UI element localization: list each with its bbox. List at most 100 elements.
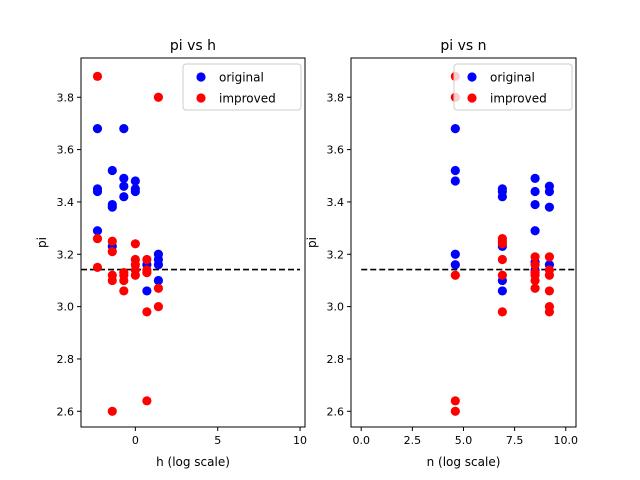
left-y-tick-label: 3.8 bbox=[57, 91, 75, 104]
right-legend: original improved bbox=[453, 63, 573, 111]
data-point-original bbox=[92, 184, 103, 194]
data-point-original bbox=[107, 199, 117, 210]
left-y-tick-label: 3.4 bbox=[57, 196, 75, 209]
right-y-tick-label: 3.8 bbox=[327, 91, 345, 104]
data-point-improved bbox=[530, 252, 540, 262]
data-point-improved bbox=[450, 270, 460, 280]
data-point-improved bbox=[107, 275, 117, 286]
data-point-original bbox=[119, 192, 129, 202]
right-legend-label-original: original bbox=[490, 71, 535, 85]
left-y-tick-label: 2.6 bbox=[57, 405, 75, 418]
data-point-improved bbox=[497, 307, 507, 317]
left-legend: original improved bbox=[182, 63, 302, 111]
left-legend-marker-improved bbox=[196, 93, 206, 103]
right-x-axis-label: n (log scale) bbox=[427, 455, 501, 469]
data-point-improved bbox=[142, 267, 152, 278]
left-x-axis-label: h (log scale) bbox=[156, 455, 230, 469]
data-point-original bbox=[450, 165, 460, 176]
right-subplot: pi vs n 0.0 2.5 5.0 7.5 10.0 2.6 2.8 3.0 3.2 3.4 3.… bbox=[305, 38, 578, 469]
data-point-improved bbox=[142, 307, 152, 317]
left-legend-marker-original bbox=[196, 72, 206, 82]
left-y-axis-label: pi bbox=[35, 237, 49, 248]
data-point-improved bbox=[92, 262, 103, 272]
data-point-original bbox=[130, 186, 140, 197]
data-point-original bbox=[544, 202, 555, 212]
data-point-improved bbox=[92, 233, 103, 244]
right-y-axis-label: pi bbox=[305, 237, 319, 248]
right-y-tick-label: 3.2 bbox=[327, 248, 345, 261]
left-series-original bbox=[92, 124, 164, 296]
left-y-tick-label: 2.8 bbox=[57, 353, 75, 366]
data-point-original bbox=[119, 173, 129, 183]
data-point-improved bbox=[450, 396, 460, 406]
data-point-original bbox=[497, 192, 507, 202]
data-point-improved bbox=[107, 236, 117, 246]
right-x-tick-label: 0.0 bbox=[352, 434, 370, 447]
data-point-original bbox=[530, 226, 540, 236]
data-point-improved bbox=[530, 275, 540, 286]
data-point-original bbox=[92, 124, 103, 134]
right-x-tick-label: 7.5 bbox=[506, 434, 524, 447]
right-legend-box bbox=[453, 63, 573, 111]
right-y-tick-label: 3.4 bbox=[327, 196, 345, 209]
data-point-original bbox=[92, 226, 103, 236]
data-point-original bbox=[450, 249, 460, 259]
right-x-tick-label: 10.0 bbox=[554, 434, 579, 447]
data-point-improved bbox=[497, 270, 507, 280]
left-x-tick-label: 0 bbox=[132, 434, 139, 447]
data-point-original bbox=[107, 165, 117, 176]
left-legend-label-original: original bbox=[219, 71, 264, 85]
data-point-improved bbox=[544, 307, 555, 317]
data-point-improved bbox=[544, 286, 555, 296]
left-x-tick-label: 10 bbox=[293, 434, 307, 447]
data-point-original bbox=[530, 173, 540, 183]
data-point-improved bbox=[142, 254, 152, 265]
right-y-tick-label: 3.0 bbox=[327, 301, 345, 314]
data-point-original bbox=[450, 176, 460, 186]
left-subplot: pi vs h 0 5 10 2.6 2.8 3.0 3.2 3.4 3.6 3.8 h (log s… bbox=[35, 38, 307, 469]
data-point-improved bbox=[130, 239, 140, 249]
data-point-original bbox=[544, 186, 555, 197]
data-point-original bbox=[450, 260, 460, 270]
data-point-original bbox=[530, 186, 540, 197]
right-x-tick-label: 2.5 bbox=[404, 434, 422, 447]
right-legend-marker-original bbox=[467, 72, 477, 82]
right-y-tick-label: 3.6 bbox=[327, 144, 345, 157]
data-point-original bbox=[142, 286, 152, 296]
data-point-improved bbox=[530, 260, 540, 270]
left-legend-box bbox=[182, 63, 302, 111]
data-point-improved bbox=[153, 92, 164, 102]
right-x-tick-label: 5.0 bbox=[455, 434, 473, 447]
data-point-improved bbox=[107, 247, 117, 257]
right-legend-marker-improved bbox=[467, 93, 477, 103]
left-chart-title: pi vs h bbox=[170, 38, 216, 54]
data-point-improved bbox=[107, 406, 117, 416]
data-point-improved bbox=[530, 283, 540, 293]
left-y-tick-label: 3.0 bbox=[57, 301, 75, 314]
data-point-improved bbox=[544, 270, 555, 280]
left-legend-label-improved: improved bbox=[219, 92, 276, 106]
left-series-improved bbox=[92, 71, 164, 416]
left-x-tick-label: 5 bbox=[214, 434, 221, 447]
right-chart-title: pi vs n bbox=[440, 38, 486, 54]
left-y-tick-label: 3.2 bbox=[57, 248, 75, 261]
data-point-original bbox=[497, 286, 507, 296]
data-point-improved bbox=[497, 254, 507, 265]
data-point-improved bbox=[497, 239, 507, 249]
data-point-improved bbox=[142, 396, 152, 406]
data-point-improved bbox=[544, 252, 555, 262]
data-point-improved bbox=[450, 406, 460, 416]
data-point-improved bbox=[153, 302, 164, 312]
data-point-original bbox=[119, 124, 129, 134]
right-series-original bbox=[450, 124, 555, 296]
right-series-improved bbox=[450, 71, 555, 416]
data-point-improved bbox=[153, 283, 164, 293]
data-point-improved bbox=[119, 286, 129, 296]
data-point-improved bbox=[130, 270, 140, 280]
data-point-original bbox=[119, 181, 129, 191]
data-point-original bbox=[153, 275, 164, 286]
data-point-original bbox=[130, 176, 140, 186]
data-point-improved bbox=[119, 275, 129, 286]
data-point-original bbox=[153, 260, 164, 270]
